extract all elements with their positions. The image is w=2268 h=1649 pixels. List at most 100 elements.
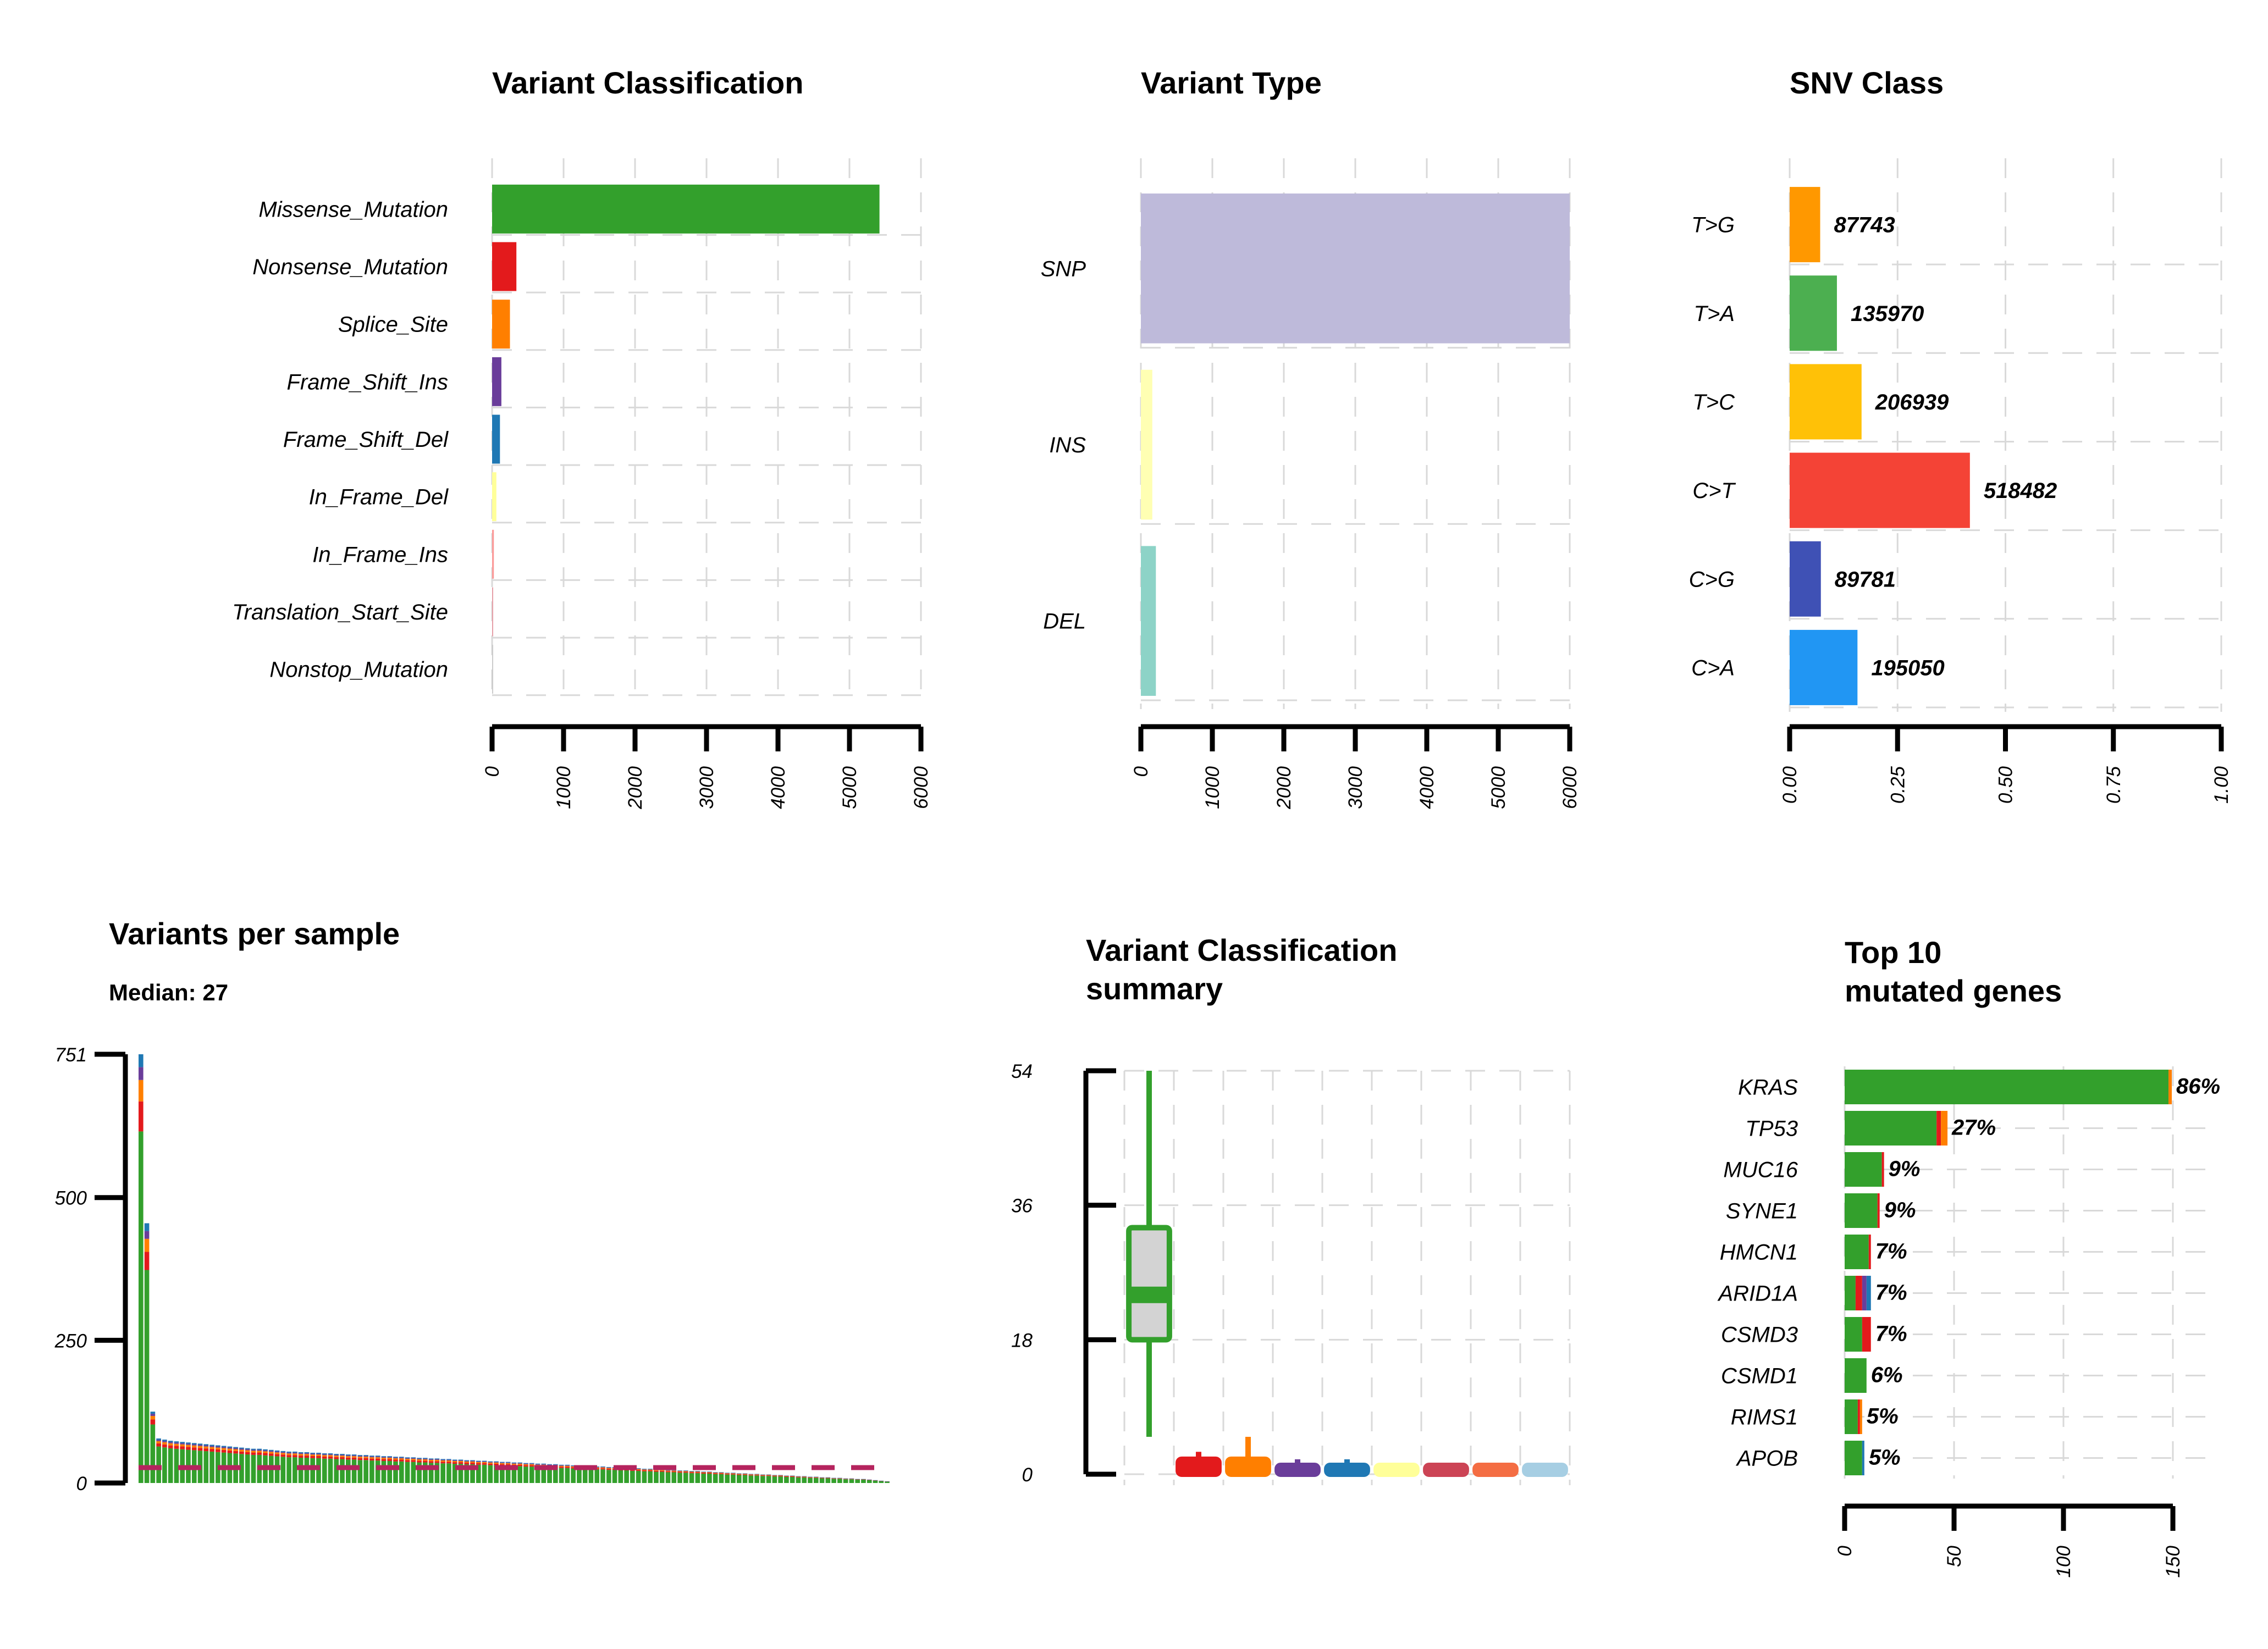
sample-bar-segment bbox=[357, 1456, 363, 1457]
title-snv-class: SNV Class bbox=[1790, 65, 1944, 100]
category-label: Frame_Shift_Ins bbox=[287, 370, 448, 394]
sample-bar-segment bbox=[162, 1444, 167, 1448]
sample-bar-segment bbox=[701, 1471, 706, 1473]
sample-bar-segment bbox=[209, 1449, 214, 1452]
sample-bar-segment bbox=[168, 1441, 173, 1442]
sample-bar-segment bbox=[695, 1471, 700, 1473]
sample-bar-segment bbox=[517, 1466, 523, 1483]
sample-bar-segment bbox=[180, 1444, 185, 1447]
bar-INS bbox=[1141, 369, 1152, 520]
sample-bar-segment bbox=[351, 1459, 357, 1483]
x-tick-label: 2000 bbox=[625, 766, 646, 809]
sample-bar-segment bbox=[790, 1476, 795, 1477]
sample-bar-segment bbox=[772, 1475, 777, 1476]
bar-T>G bbox=[1790, 187, 1820, 263]
sample-bar-segment bbox=[239, 1448, 244, 1450]
sample-bar-segment bbox=[802, 1476, 807, 1477]
sample-bar-segment bbox=[310, 1452, 315, 1454]
sample-bar-segment bbox=[624, 1470, 629, 1483]
sample-bar-segment bbox=[245, 1450, 250, 1452]
sample-bar-segment bbox=[257, 1452, 262, 1455]
bar-C>T bbox=[1790, 452, 1970, 528]
sample-bar-segment bbox=[381, 1459, 387, 1461]
sample-bar-segment bbox=[719, 1473, 724, 1474]
sample-bar-segment bbox=[582, 1469, 588, 1483]
sample-bar-segment bbox=[701, 1472, 706, 1473]
sample-bar-segment bbox=[630, 1470, 635, 1483]
sample-bar-segment bbox=[813, 1477, 819, 1478]
sample-bar-segment bbox=[494, 1465, 499, 1483]
sample-bar-segment bbox=[725, 1473, 730, 1474]
box-body bbox=[1522, 1463, 1568, 1477]
sample-bar-segment bbox=[251, 1451, 256, 1453]
sample-bar-segment bbox=[476, 1464, 481, 1483]
sample-bar-segment bbox=[541, 1467, 547, 1483]
sample-bar-segment bbox=[476, 1463, 481, 1465]
sample-bar-segment bbox=[156, 1441, 161, 1443]
sample-bar-segment bbox=[197, 1446, 203, 1448]
sample-bar-segment bbox=[227, 1448, 233, 1451]
sample-bar-segment bbox=[671, 1472, 677, 1483]
panel-variant-classification: Variant Classification Missense_Mutation… bbox=[232, 65, 932, 810]
sample-bar-segment bbox=[731, 1473, 736, 1474]
gene-percent-label: 6% bbox=[1871, 1363, 1903, 1387]
category-label: INS bbox=[1049, 433, 1086, 457]
y-tick-label: 0 bbox=[1022, 1464, 1033, 1486]
sample-bar-segment bbox=[600, 1468, 605, 1470]
sample-bar-segment bbox=[293, 1451, 297, 1453]
sample-bar-segment bbox=[375, 1460, 380, 1483]
sample-bar-segment bbox=[203, 1445, 209, 1447]
sample-bar-segment bbox=[784, 1476, 789, 1483]
sample-bar-segment bbox=[719, 1472, 724, 1473]
gene-label: KRAS bbox=[1738, 1076, 1798, 1100]
sample-bar-segment bbox=[754, 1474, 759, 1475]
sample-bar-segment bbox=[423, 1462, 428, 1483]
sample-bar-segment bbox=[245, 1449, 250, 1451]
sample-bar-segment bbox=[239, 1454, 244, 1483]
sample-bar-segment bbox=[328, 1453, 333, 1454]
x-tick-label: 6000 bbox=[1559, 766, 1581, 809]
gene-percent-label: 5% bbox=[1867, 1404, 1899, 1429]
sample-bar-segment bbox=[565, 1465, 570, 1467]
sample-bar-segment bbox=[731, 1473, 736, 1474]
sample-bar-segment bbox=[452, 1460, 457, 1461]
sample-bar-segment bbox=[268, 1452, 274, 1454]
sample-bar-segment bbox=[387, 1456, 393, 1457]
bar-T>A bbox=[1790, 275, 1837, 351]
sample-bar-segment bbox=[428, 1463, 434, 1483]
sample-bar-segment bbox=[156, 1443, 161, 1447]
sample-bar-segment bbox=[529, 1467, 534, 1483]
sample-bar-segment bbox=[334, 1457, 339, 1459]
sample-bar-segment bbox=[363, 1455, 368, 1456]
sample-bar-segment bbox=[286, 1451, 291, 1453]
sample-bar-segment bbox=[322, 1456, 327, 1459]
box-body bbox=[1472, 1463, 1519, 1477]
sample-bar-segment bbox=[819, 1478, 825, 1479]
sample-bar-segment bbox=[665, 1472, 671, 1483]
sample-bar-segment bbox=[162, 1440, 167, 1441]
box-body bbox=[1423, 1463, 1469, 1477]
sample-bar-segment bbox=[648, 1471, 653, 1483]
gene-bar-segment bbox=[1868, 1235, 1871, 1269]
sample-bar-segment bbox=[174, 1443, 179, 1446]
sample-bar-segment bbox=[139, 1054, 144, 1067]
gene-label: HMCN1 bbox=[1720, 1241, 1798, 1265]
sample-bar-segment bbox=[500, 1465, 505, 1483]
sample-bar-segment bbox=[825, 1478, 831, 1483]
sample-bar-segment bbox=[541, 1464, 547, 1465]
sample-bar-segment bbox=[274, 1454, 280, 1457]
gene-label: CSMD3 bbox=[1721, 1323, 1798, 1347]
sample-bar-segment bbox=[280, 1452, 286, 1453]
sample-bar-segment bbox=[689, 1473, 694, 1483]
sample-bar-segment bbox=[736, 1473, 742, 1474]
sample-bar-segment bbox=[588, 1469, 594, 1483]
sample-bar-segment bbox=[784, 1475, 789, 1476]
sample-bar-segment bbox=[274, 1451, 280, 1453]
sample-bar-segment bbox=[180, 1446, 185, 1449]
gene-bar-segment bbox=[1845, 1317, 1862, 1352]
sample-bar-segment bbox=[387, 1459, 393, 1461]
sample-bar-segment bbox=[186, 1442, 191, 1444]
sample-bar-segment bbox=[867, 1480, 872, 1483]
sample-bar-segment bbox=[334, 1454, 339, 1456]
sample-bar-segment bbox=[346, 1459, 351, 1483]
